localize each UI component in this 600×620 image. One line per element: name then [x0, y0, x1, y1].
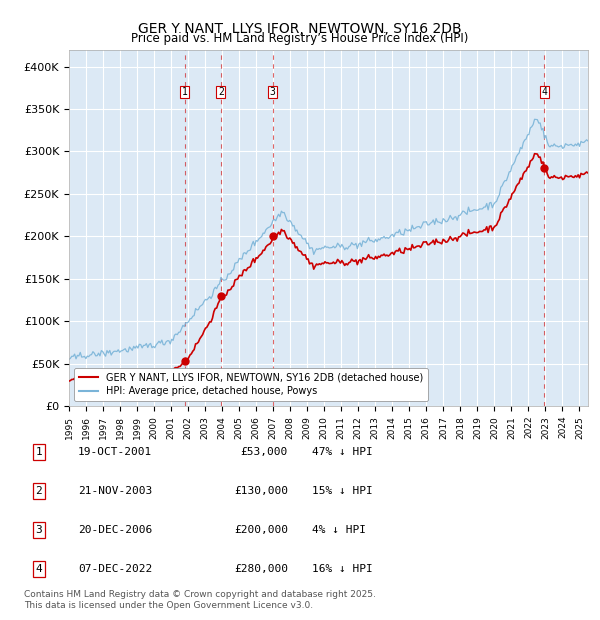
Text: 21-NOV-2003: 21-NOV-2003 [78, 486, 152, 496]
Text: 3: 3 [270, 87, 275, 97]
Text: 3: 3 [35, 525, 43, 535]
Text: 2: 2 [35, 486, 43, 496]
Text: GER Y NANT, LLYS IFOR, NEWTOWN, SY16 2DB: GER Y NANT, LLYS IFOR, NEWTOWN, SY16 2DB [138, 22, 462, 36]
Text: 4% ↓ HPI: 4% ↓ HPI [312, 525, 366, 535]
Text: £53,000: £53,000 [241, 447, 288, 457]
Legend: GER Y NANT, LLYS IFOR, NEWTOWN, SY16 2DB (detached house), HPI: Average price, d: GER Y NANT, LLYS IFOR, NEWTOWN, SY16 2DB… [74, 368, 428, 401]
Text: 20-DEC-2006: 20-DEC-2006 [78, 525, 152, 535]
Text: 2: 2 [218, 87, 224, 97]
Text: 47% ↓ HPI: 47% ↓ HPI [312, 447, 373, 457]
Text: Contains HM Land Registry data © Crown copyright and database right 2025.
This d: Contains HM Land Registry data © Crown c… [24, 590, 376, 610]
Text: 1: 1 [35, 447, 43, 457]
Text: £280,000: £280,000 [234, 564, 288, 574]
Text: 16% ↓ HPI: 16% ↓ HPI [312, 564, 373, 574]
Text: £130,000: £130,000 [234, 486, 288, 496]
Text: 1: 1 [182, 87, 188, 97]
Text: 15% ↓ HPI: 15% ↓ HPI [312, 486, 373, 496]
Text: 4: 4 [541, 87, 547, 97]
Text: 07-DEC-2022: 07-DEC-2022 [78, 564, 152, 574]
Text: Price paid vs. HM Land Registry’s House Price Index (HPI): Price paid vs. HM Land Registry’s House … [131, 32, 469, 45]
Text: 4: 4 [35, 564, 43, 574]
Text: 19-OCT-2001: 19-OCT-2001 [78, 447, 152, 457]
Text: £200,000: £200,000 [234, 525, 288, 535]
